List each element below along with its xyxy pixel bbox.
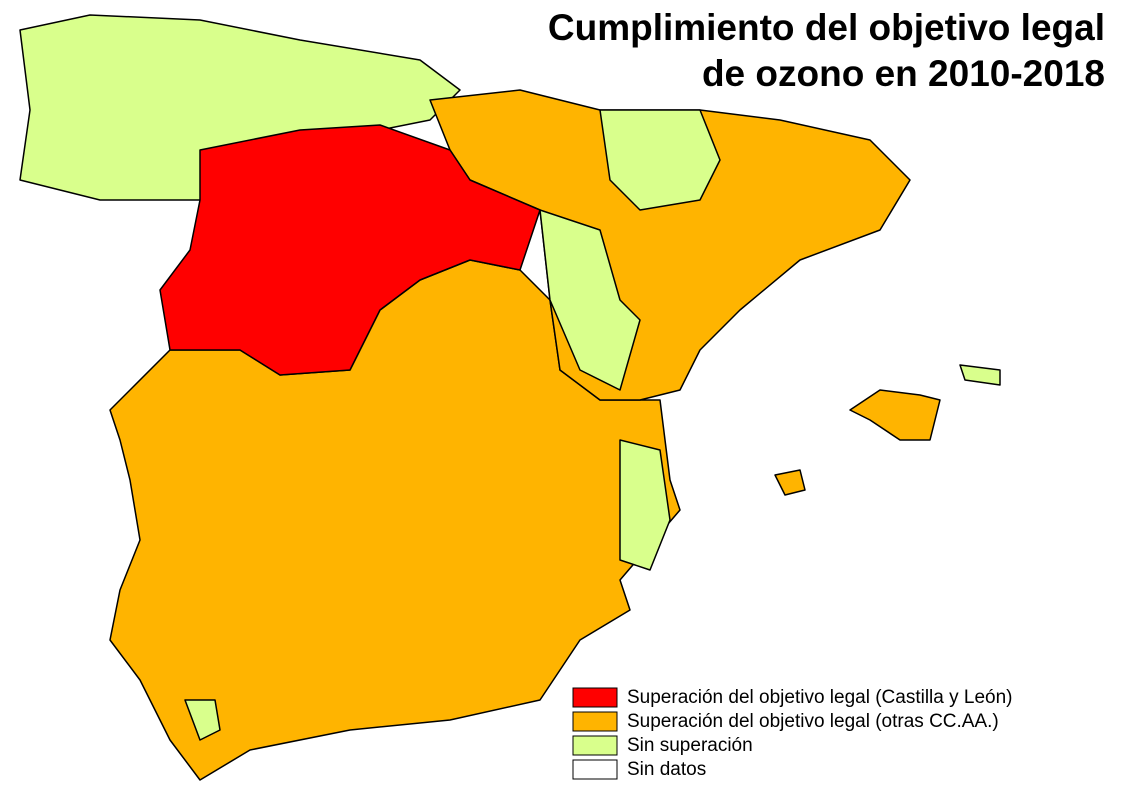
region [159,124,541,376]
region [849,389,941,441]
legend-swatch [572,735,618,756]
title-line: Cumplimiento del objetivo legal [548,7,1105,48]
legend-label: Sin datos [627,759,706,780]
legend-label: Superación del objetivo legal (otras CC.… [627,711,999,732]
region [959,364,1001,386]
region [774,469,806,496]
region [619,439,671,571]
legend-swatch [572,759,618,780]
region [184,699,221,741]
legend-label: Superación del objetivo legal (Castilla … [627,687,1013,708]
region [599,109,721,211]
legend-label: Sin superación [627,735,753,756]
title-line: de ozono en 2010-2018 [702,53,1105,94]
legend: Superación del objetivo legal (Castilla … [572,687,1013,780]
legend-swatch [572,687,618,708]
legend-swatch [572,711,618,732]
map [19,14,1001,781]
region [539,209,641,391]
